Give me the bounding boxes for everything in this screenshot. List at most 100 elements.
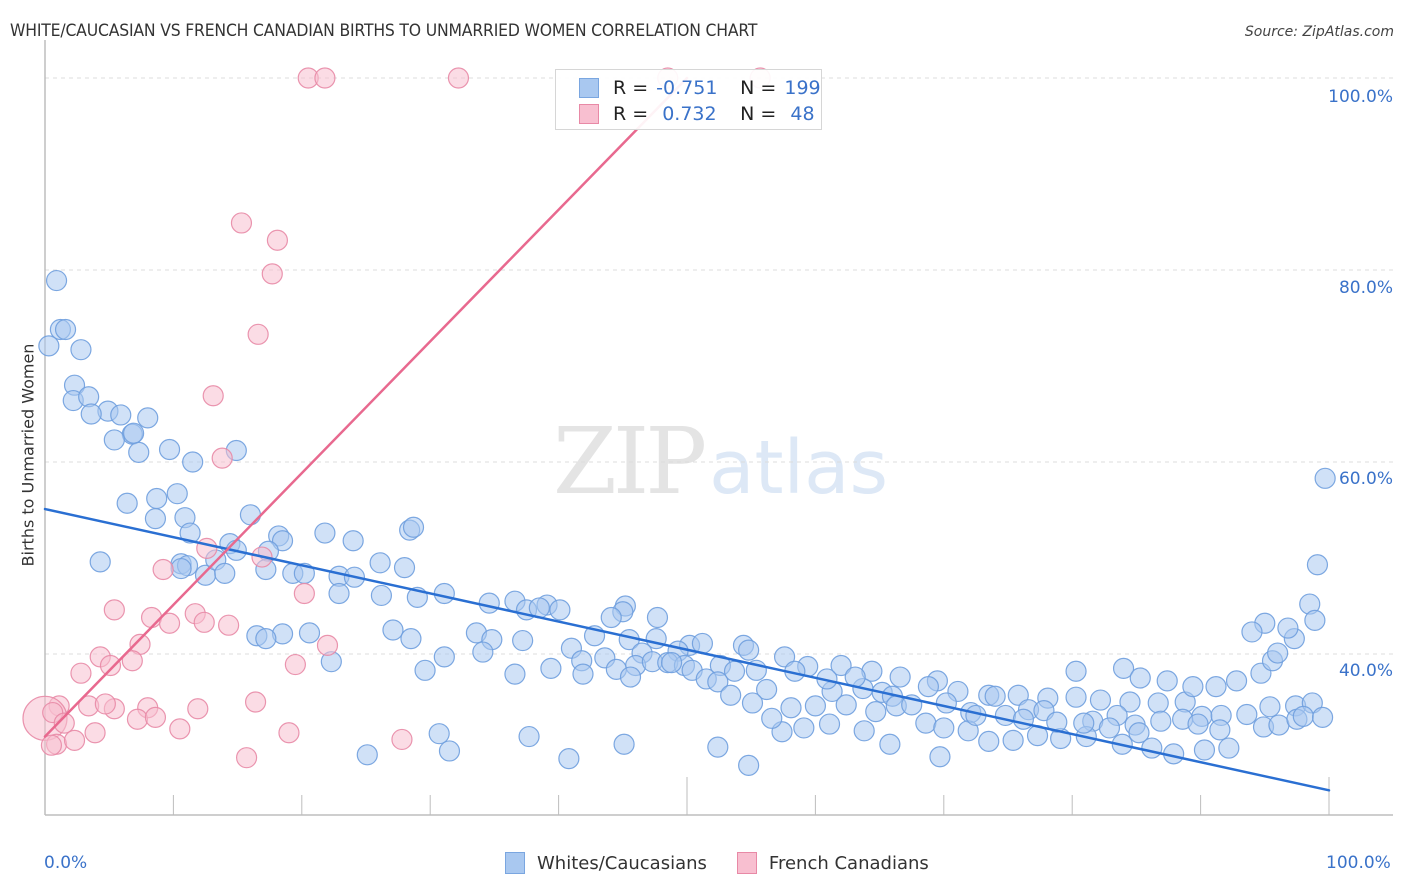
legend-swatch-pink (736, 852, 757, 874)
point-whites (879, 733, 901, 755)
point-french (94, 693, 116, 715)
point-whites (1209, 719, 1231, 741)
point-whites (179, 522, 201, 544)
point-whites (54, 318, 77, 341)
point-whites (80, 403, 102, 425)
point-whites (1311, 706, 1334, 728)
point-whites (1225, 670, 1248, 692)
point-whites (438, 740, 461, 762)
point-french (53, 712, 75, 734)
point-whites (110, 404, 132, 426)
series-whites-caucasians (38, 269, 1336, 776)
point-whites (1306, 554, 1329, 576)
point-whites (660, 652, 683, 674)
point-whites (518, 725, 540, 748)
point-whites (619, 666, 642, 688)
point-whites (214, 562, 236, 584)
point-french (247, 323, 269, 345)
point-whites (433, 582, 455, 605)
point-whites (613, 733, 635, 755)
point-whites (720, 684, 742, 706)
point-whites (915, 712, 937, 734)
point-whites (1277, 617, 1299, 639)
point-whites (558, 748, 580, 770)
point-whites (472, 641, 494, 663)
point-whites (382, 619, 404, 641)
point-french (70, 662, 92, 684)
point-whites (804, 695, 827, 717)
point-whites (1259, 696, 1281, 718)
point-whites (917, 676, 939, 698)
point-whites (1205, 676, 1227, 698)
point-whites (1073, 712, 1095, 734)
series-legend: Whites/Caucasians French Canadians (505, 852, 959, 874)
point-whites (889, 666, 911, 688)
axes (44, 40, 1393, 816)
n-label: N = (740, 103, 777, 125)
point-whites (158, 438, 181, 461)
point-whites (1098, 717, 1121, 739)
n-value: 48 (784, 103, 815, 125)
point-whites (1002, 729, 1024, 752)
point-whites (314, 522, 336, 544)
point-whites (1236, 703, 1258, 726)
point-whites (116, 492, 138, 514)
point-french (316, 634, 339, 656)
trend-line-whites (43, 507, 1331, 792)
stats-legend: R = -0.751 N = 199 R = 0.732 N = 48 (555, 69, 822, 130)
point-whites (137, 407, 159, 429)
point-whites (400, 628, 422, 650)
point-french (196, 537, 218, 560)
point-whites (512, 629, 534, 652)
point-whites (144, 508, 167, 530)
point-whites (356, 744, 378, 766)
point-whites (738, 754, 760, 776)
point-whites (393, 556, 416, 579)
point-whites (600, 606, 622, 629)
point-whites (170, 557, 192, 580)
point-french (261, 263, 283, 285)
point-whites (780, 697, 802, 719)
point-whites (572, 663, 594, 685)
point-whites (45, 269, 68, 292)
point-whites (978, 730, 1000, 752)
point-french (391, 728, 413, 751)
stats-legend-row-french: R = 0.732 N = 48 (579, 101, 815, 127)
point-french (314, 67, 336, 89)
point-french (284, 653, 306, 676)
point-french (278, 722, 300, 744)
point-whites (549, 599, 571, 621)
r-label: R = (613, 77, 649, 99)
legend-item-whites[interactable]: Whites/Caucasians (505, 852, 707, 874)
point-french (266, 229, 289, 251)
point-whites (1187, 713, 1209, 735)
point-whites (984, 685, 1006, 707)
r-value: -0.751 (656, 77, 718, 99)
point-whites (402, 516, 425, 538)
point-whites (370, 584, 393, 607)
point-whites (342, 530, 364, 552)
point-whites (504, 663, 526, 685)
point-whites (1007, 684, 1029, 706)
point-whites (428, 723, 450, 745)
point-french (84, 722, 106, 744)
point-whites (1292, 705, 1314, 728)
point-french (218, 614, 240, 636)
r-value: 0.732 (656, 103, 717, 125)
point-french (244, 691, 267, 713)
point-whites (994, 704, 1017, 727)
n-value: 199 (784, 77, 821, 99)
legend-item-french[interactable]: French Canadians (736, 852, 929, 874)
x-tick-label: 100.0% (1326, 853, 1391, 873)
point-whites (1156, 670, 1178, 692)
point-whites (128, 441, 150, 463)
point-french (293, 582, 315, 605)
point-french (158, 612, 181, 634)
legend-swatch-blue (505, 852, 525, 874)
point-whites (935, 692, 957, 714)
point-whites (239, 504, 262, 526)
point-whites (707, 736, 729, 758)
point-whites (1150, 710, 1172, 732)
legend-swatch-blue (579, 78, 599, 98)
